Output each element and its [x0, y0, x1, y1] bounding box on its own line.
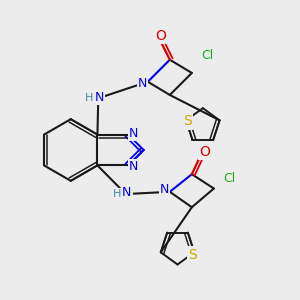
Text: N: N: [95, 91, 104, 104]
Text: H: H: [85, 93, 94, 103]
Text: Cl: Cl: [223, 172, 236, 185]
Text: N: N: [129, 160, 138, 173]
Text: N: N: [138, 77, 147, 91]
Text: H: H: [113, 189, 121, 199]
Text: S: S: [183, 114, 192, 128]
Text: Cl: Cl: [201, 49, 213, 62]
Text: N: N: [160, 183, 169, 196]
Text: N: N: [122, 186, 132, 200]
Text: S: S: [188, 248, 197, 262]
Text: N: N: [129, 127, 138, 140]
Text: O: O: [156, 28, 167, 43]
Text: O: O: [200, 145, 211, 159]
